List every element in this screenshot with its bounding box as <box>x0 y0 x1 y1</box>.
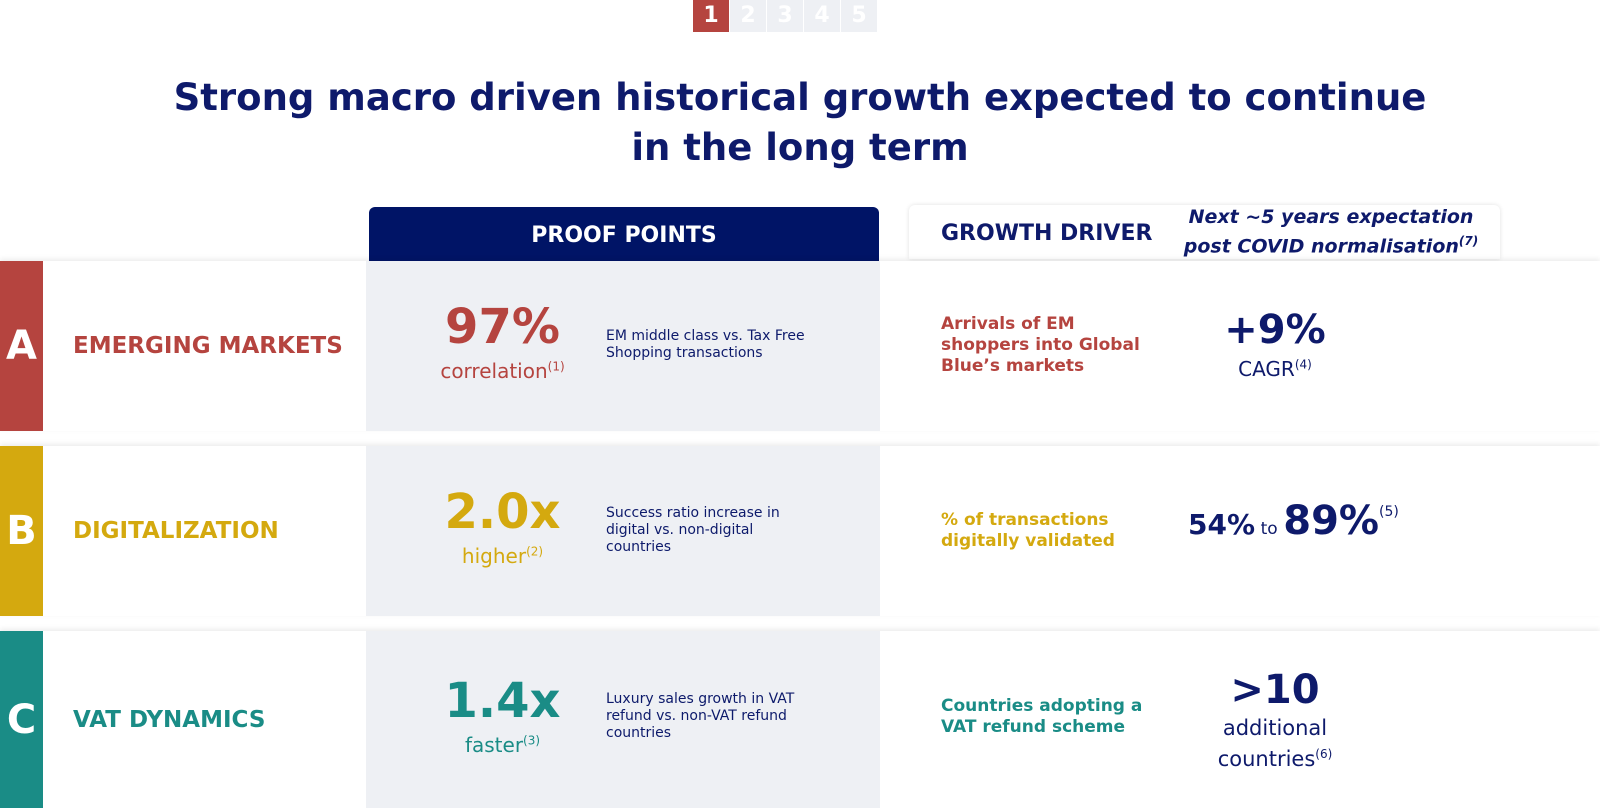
caption: countries <box>1217 747 1316 771</box>
driver: Countries adopting a VAT refund scheme <box>941 696 1143 737</box>
description: Success ratio increase in digital vs. no… <box>606 505 780 555</box>
page-tab[interactable]: 5 <box>841 0 877 32</box>
row-label: EMERGING MARKETS <box>73 333 343 359</box>
page-tab[interactable]: 4 <box>804 0 840 32</box>
expectation-from: 54% <box>1188 508 1256 541</box>
footnote: (5) <box>1379 504 1399 520</box>
expectation-caption: additional countries(6) <box>1175 715 1375 772</box>
footnote: (4) <box>1294 357 1312 372</box>
expectation-header: Next ~5 years expectation post COVID norm… <box>1171 205 1491 258</box>
stat: 1.4x <box>444 673 561 729</box>
expectation-value: +9% <box>1224 307 1326 353</box>
footnote: (1) <box>547 359 565 374</box>
growth-driver-header: GROWTH DRIVER <box>941 221 1153 246</box>
row: B DIGITALIZATION 2.0x higher(2) Success … <box>0 446 1600 616</box>
caption: correlation <box>440 359 548 383</box>
stat-caption: higher(2) <box>400 544 605 568</box>
row-letter: A <box>0 261 43 431</box>
row: C VAT DYNAMICS 1.4x faster(3) Luxury sal… <box>0 631 1600 808</box>
page-tab[interactable]: 3 <box>767 0 803 32</box>
expectation-caption: CAGR(4) <box>1175 357 1375 381</box>
expectation-joiner: to <box>1260 519 1278 539</box>
page-tab[interactable]: 1 <box>693 0 729 32</box>
description: EM middle class vs. Tax Free Shopping tr… <box>606 328 805 361</box>
caption: higher <box>461 544 527 568</box>
footnote: (2) <box>526 544 544 559</box>
footnote: (3) <box>523 733 541 748</box>
row: A EMERGING MARKETS 97% correlation(1) EM… <box>0 261 1600 431</box>
row-label: DIGITALIZATION <box>73 518 279 544</box>
expectation-line: post COVID normalisation <box>1183 235 1459 258</box>
page-tab[interactable]: 2 <box>730 0 766 32</box>
row-letter: B <box>0 446 43 616</box>
title: in the long term <box>631 126 969 169</box>
stat-caption: correlation(1) <box>400 359 605 383</box>
footnote: (6) <box>1315 747 1333 761</box>
stat: 2.0x <box>444 484 561 540</box>
proof-box <box>366 261 880 431</box>
stat-caption: faster(3) <box>400 733 605 757</box>
proof-box <box>366 631 880 808</box>
driver: % of transactions digitally validated <box>941 510 1115 551</box>
stat: 97% <box>445 299 560 355</box>
row-label: VAT DYNAMICS <box>73 706 266 733</box>
title: Strong macro driven historical growth ex… <box>173 76 1427 119</box>
proof-header: PROOF POINTS <box>369 207 879 261</box>
expectation-value: >10 <box>1230 667 1320 713</box>
expectation-value: 54% to 89%(5) <box>1188 498 1408 544</box>
expectation-line: Next ~5 years expectation <box>1188 206 1474 228</box>
caption: CAGR <box>1238 357 1295 381</box>
footnote: (7) <box>1458 234 1479 248</box>
row-letter: C <box>0 631 43 808</box>
caption: additional <box>1222 716 1328 740</box>
growth-header: GROWTH DRIVER Next ~5 years expectation p… <box>909 205 1500 259</box>
description: Luxury sales growth in VAT refund vs. no… <box>606 691 795 741</box>
proof-box <box>366 446 880 616</box>
driver: Arrivals of EM shoppers into Global Blue… <box>941 314 1140 376</box>
caption: faster <box>464 733 524 757</box>
expectation-main: 89% <box>1283 498 1380 544</box>
